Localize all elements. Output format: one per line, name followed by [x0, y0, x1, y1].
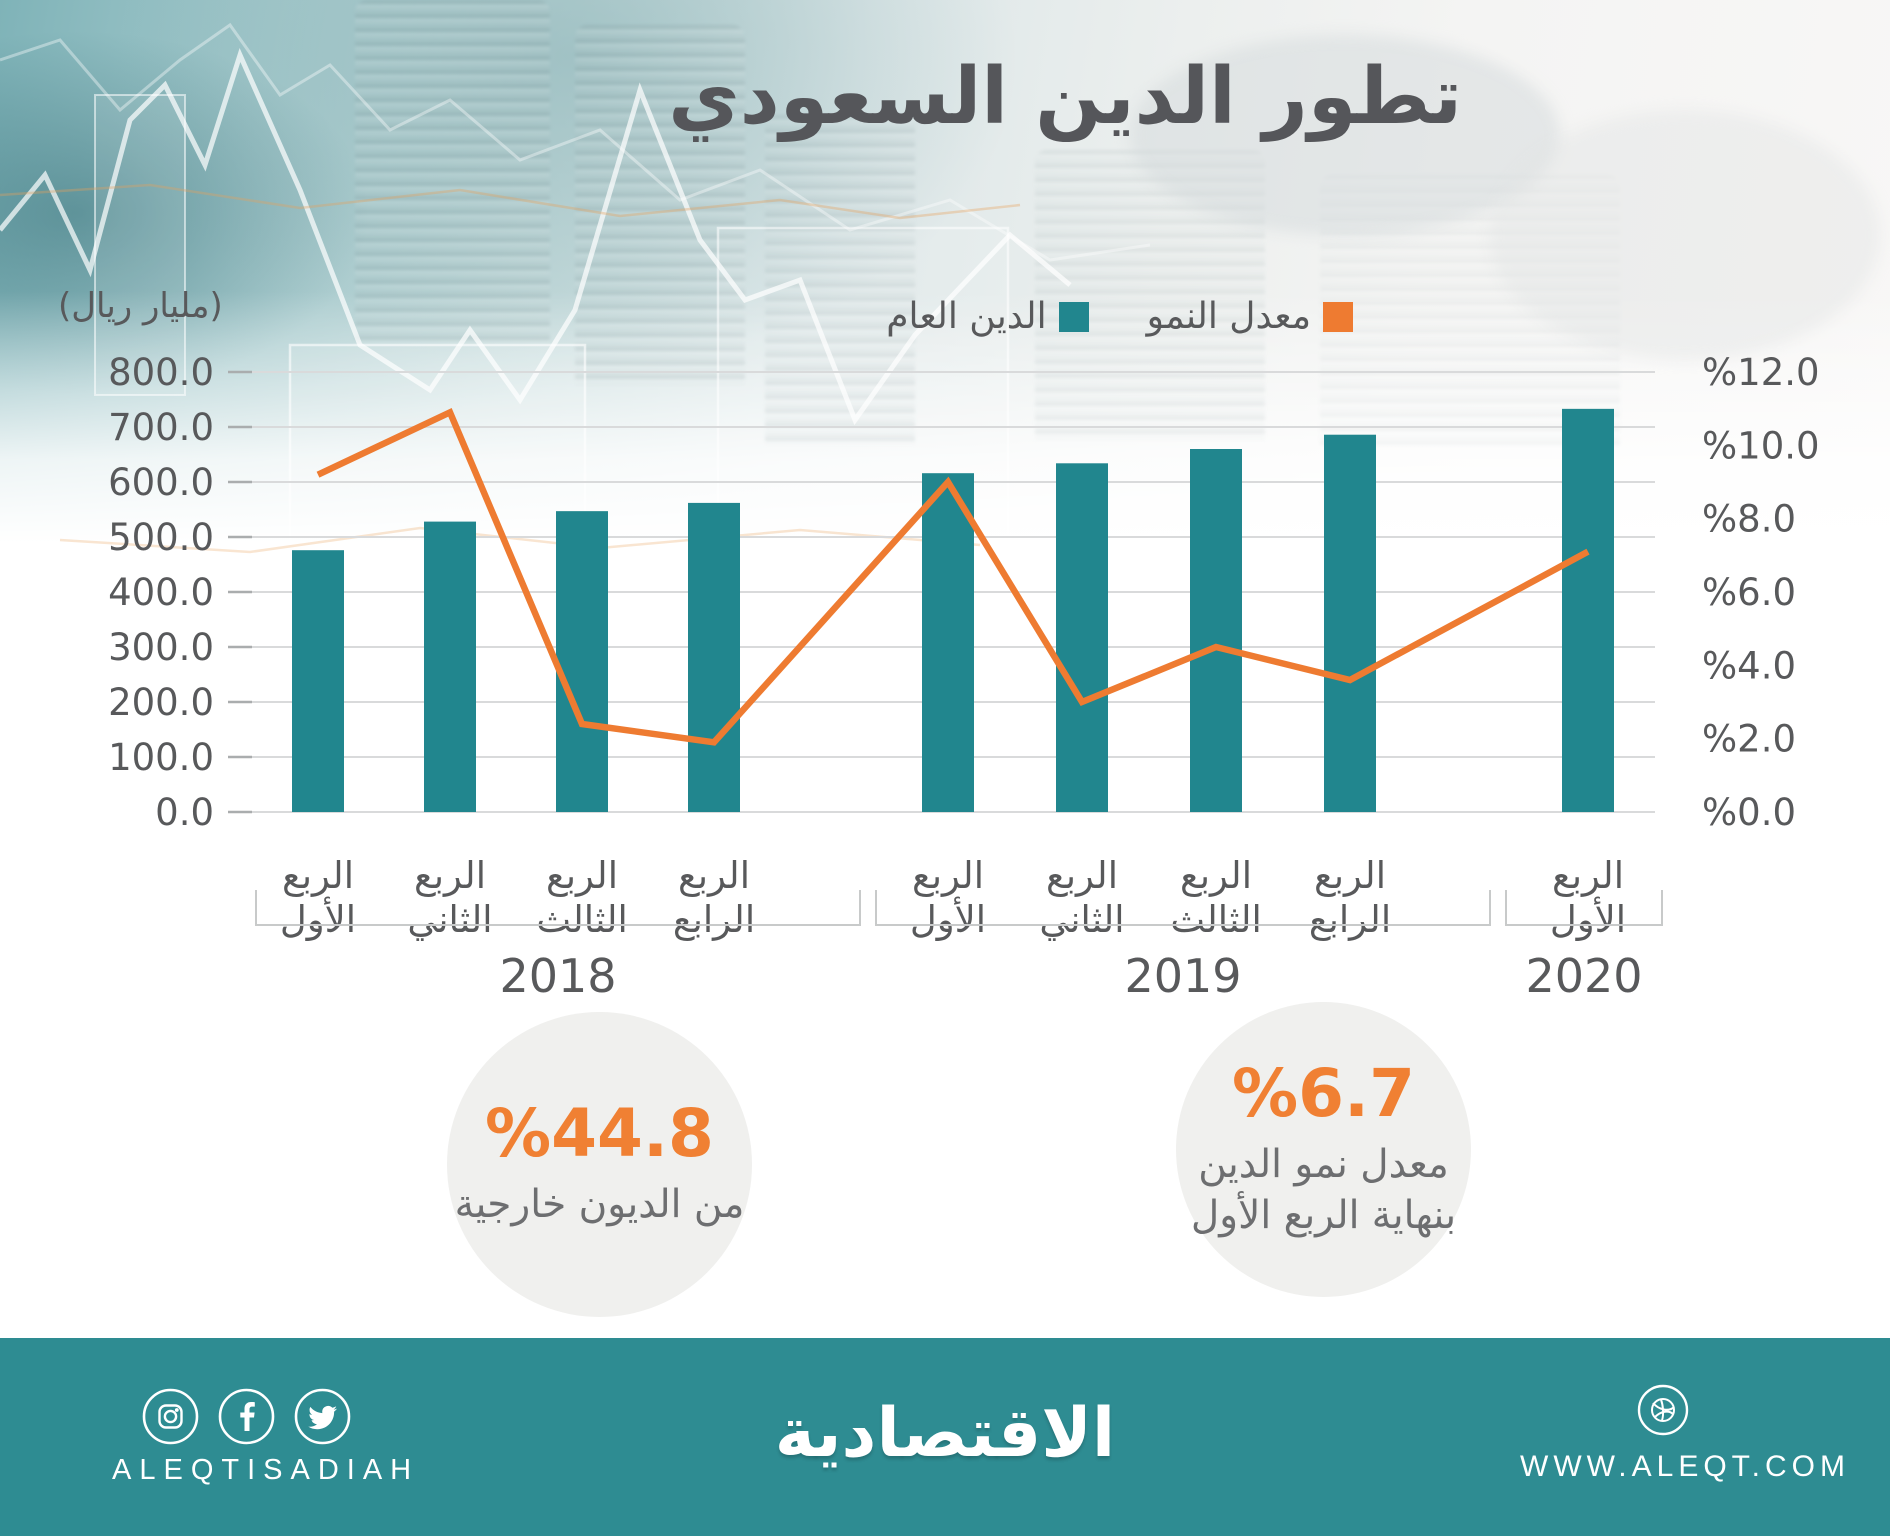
debt-bar — [1562, 408, 1614, 812]
x-axis-label-quarter-name: الرابع — [1309, 898, 1391, 941]
instagram-icon[interactable] — [142, 1388, 199, 1445]
coin-stack — [575, 25, 745, 385]
twitter-icon[interactable] — [294, 1388, 351, 1445]
coin-stack — [765, 115, 915, 445]
callout-caption: معدل نمو الدين بنهاية الربع الأول — [1191, 1140, 1456, 1241]
x-axis-label-quarter-name: الأول — [910, 896, 986, 941]
debt-bar — [424, 521, 476, 812]
y-axis-tick-label: 300.0 — [108, 626, 214, 669]
legend-label: معدل النمو — [1146, 296, 1311, 337]
x-axis-label-quarter-name: الثاني — [1039, 898, 1124, 941]
y-axis-tick-label: 800.0 — [108, 351, 214, 394]
debt-growth-chart: 800.0 700.0 600.0 500.0 400.0 300.0 200.0 100.0… — [108, 351, 1820, 1003]
debt-bar — [556, 511, 608, 812]
legend-label: الدين العام — [886, 296, 1047, 337]
x-axis-label-quarter-name: الثاني — [407, 898, 492, 941]
x-axis-label-quarter-name: الأول — [1550, 896, 1626, 941]
page-title: تطور الدين السعودي — [668, 52, 1462, 142]
y-axis-tick-label: 100.0 — [108, 736, 214, 779]
aleqtisadiah-logo: الاقتصادية — [774, 1394, 1116, 1473]
chart-legend: معدل النمو الدين العام — [886, 296, 1353, 337]
x-axis-label-quarter-name: الرابع — [673, 898, 755, 941]
x-axis-label-quarter: الربع — [282, 854, 354, 897]
x-axis-label-quarter-name: الثالث — [536, 898, 628, 941]
callout-growth-rate: %6.7 معدل نمو الدين بنهاية الربع الأول — [1176, 1002, 1471, 1297]
callout-value: %6.7 — [1231, 1054, 1416, 1132]
x-axis-label-quarter: الربع — [1552, 854, 1624, 897]
hero-photo — [0, 0, 1890, 560]
coin — [1490, 110, 1880, 360]
y-axis-tick-label: 600.0 — [108, 461, 214, 504]
debt-bar — [1190, 449, 1242, 812]
social-handle: ALEQTISADIAH — [112, 1454, 420, 1486]
year-bracket — [875, 890, 1491, 926]
x-axis-label-quarter: الربع — [1046, 854, 1118, 897]
y-axis-tick-label: 400.0 — [108, 571, 214, 614]
dribbble-icon[interactable] — [1637, 1384, 1689, 1436]
legend-item-growth-rate: معدل النمو — [1147, 296, 1353, 337]
x-axis-label-quarter-name: الأول — [280, 896, 356, 941]
year-bracket — [255, 890, 861, 926]
y-axis-tick-label: 200.0 — [108, 681, 214, 724]
callout-value: %44.8 — [485, 1094, 714, 1172]
year-label: 2019 — [1124, 949, 1241, 1003]
facebook-icon[interactable] — [218, 1388, 275, 1445]
year-label: 2020 — [1525, 949, 1642, 1003]
right-axis-tick-label: %10.0 — [1702, 424, 1820, 467]
footer-bar: ALEQTISADIAH الاقتصادية WWW.ALEQT.COM — [0, 1338, 1890, 1536]
y-axis-tick-label: 700.0 — [108, 406, 214, 449]
right-axis-tick-label: %2.0 — [1702, 718, 1796, 761]
x-axis-label-quarter-name: الثالث — [1170, 898, 1262, 941]
y-axis-unit-label: (مليار ريال) — [58, 286, 223, 326]
right-axis-tick-label: %6.0 — [1702, 571, 1796, 614]
y-axis-tick-label: 500.0 — [108, 516, 214, 559]
callout-caption-line: معدل نمو الدين — [1198, 1142, 1449, 1188]
website-url: WWW.ALEQT.COM — [1520, 1450, 1850, 1483]
year-bracket — [1505, 890, 1663, 926]
coin — [1130, 35, 1560, 235]
y-axis-tick-label: 0.0 — [155, 791, 214, 834]
callout-external-debt: %44.8 من الديون خارجية — [447, 1012, 752, 1317]
callout-caption: من الديون خارجية — [454, 1182, 745, 1228]
debt-bar — [1056, 463, 1108, 812]
right-axis-tick-label: %8.0 — [1702, 498, 1796, 541]
x-axis-label-quarter: الربع — [1180, 854, 1252, 897]
year-label: 2018 — [499, 949, 616, 1003]
growth-rate-swatch-icon — [1323, 301, 1353, 332]
x-axis-label-quarter: الربع — [1314, 854, 1386, 897]
debt-bar — [292, 550, 344, 812]
debt-bar — [688, 502, 740, 812]
right-axis-tick-label: %4.0 — [1702, 644, 1796, 687]
right-axis-tick-label: %12.0 — [1702, 351, 1820, 394]
right-axis-tick-label: %0.0 — [1702, 791, 1796, 834]
growth-rate-line — [316, 407, 1590, 746]
x-axis-label-quarter: الربع — [414, 854, 486, 897]
legend-item-public-debt: الدين العام — [886, 296, 1089, 337]
social-icons — [142, 1388, 351, 1445]
public-debt-swatch-icon — [1058, 301, 1089, 332]
debt-bar — [922, 473, 974, 812]
callout-caption-line: بنهاية الربع الأول — [1190, 1192, 1457, 1238]
x-axis-label-quarter: الربع — [912, 854, 984, 897]
x-axis-label-quarter: الربع — [678, 854, 750, 897]
coin-stack — [355, 0, 550, 345]
x-axis-label-quarter: الربع — [546, 854, 618, 897]
debt-bar — [1324, 434, 1376, 812]
